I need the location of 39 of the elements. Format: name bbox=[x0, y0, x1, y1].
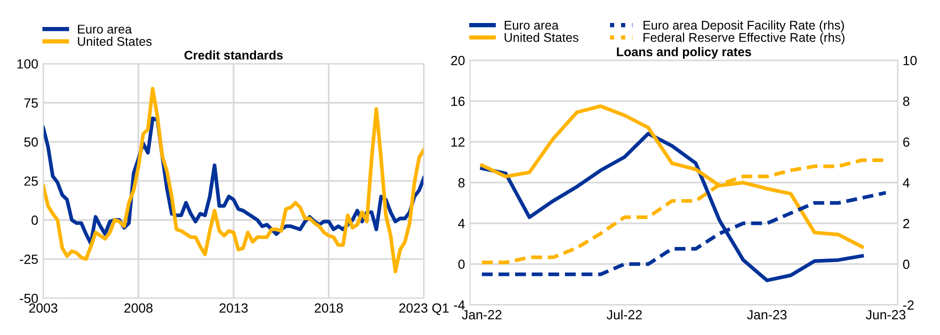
x-tick-label: 2003 bbox=[29, 303, 58, 313]
legend-label: Euro area bbox=[504, 20, 559, 30]
x-tick-label: Jan-23 bbox=[747, 310, 787, 320]
y2-tick-label: 8 bbox=[903, 96, 910, 106]
legend-label: Euro area bbox=[78, 24, 132, 34]
y-tick-label: 0 bbox=[32, 216, 38, 225]
y-tick-label: 50 bbox=[24, 137, 38, 147]
x-tick-label: Jan-22 bbox=[462, 310, 502, 320]
y-tick-label: 0 bbox=[458, 260, 465, 270]
y-tick-label: 12 bbox=[451, 137, 464, 147]
y-tick-label: 25 bbox=[24, 176, 38, 186]
x-tick-label: Jul-22 bbox=[606, 310, 642, 320]
y-tick-label: 75 bbox=[24, 98, 38, 108]
legend-label: United States bbox=[78, 36, 152, 46]
y-tick-label: -4 bbox=[454, 300, 465, 310]
legend-label: Euro area Deposit Facility Rate (rhs) bbox=[644, 20, 844, 32]
y2-tick-label: 10 bbox=[904, 56, 917, 66]
y-tick-label: -25 bbox=[20, 254, 38, 264]
y2-tick-label: 2 bbox=[903, 218, 910, 228]
y-tick-label: -50 bbox=[20, 294, 38, 304]
y2-tick-label: 4 bbox=[902, 178, 910, 188]
y-tick-label: 8 bbox=[458, 178, 465, 188]
legend-label: United States bbox=[504, 32, 578, 42]
y2-tick-label: -2 bbox=[903, 300, 914, 310]
legend-label: Federal Reserve Effective Rate (rhs) bbox=[644, 32, 844, 44]
x-tick-label: 2018 bbox=[314, 303, 343, 313]
chart-title: Loans and policy rates bbox=[616, 47, 752, 59]
chart-title: Credit standards bbox=[184, 50, 283, 60]
x-tick-label: 2013 bbox=[220, 303, 248, 313]
y-tick-label: 16 bbox=[451, 96, 465, 106]
y2-tick-label: 0 bbox=[903, 260, 910, 270]
line-series bbox=[43, 86, 424, 274]
y-tick-label: 4 bbox=[458, 219, 465, 228]
x-tick-label: 2008 bbox=[124, 303, 153, 313]
x-tick-label: 2023 Q1 bbox=[399, 303, 449, 316]
y-tick-label: 100 bbox=[17, 59, 38, 69]
y2-tick-label: 6 bbox=[903, 137, 910, 147]
x-tick-label: Jun-23 bbox=[866, 310, 906, 320]
y-tick-label: 20 bbox=[451, 56, 465, 66]
